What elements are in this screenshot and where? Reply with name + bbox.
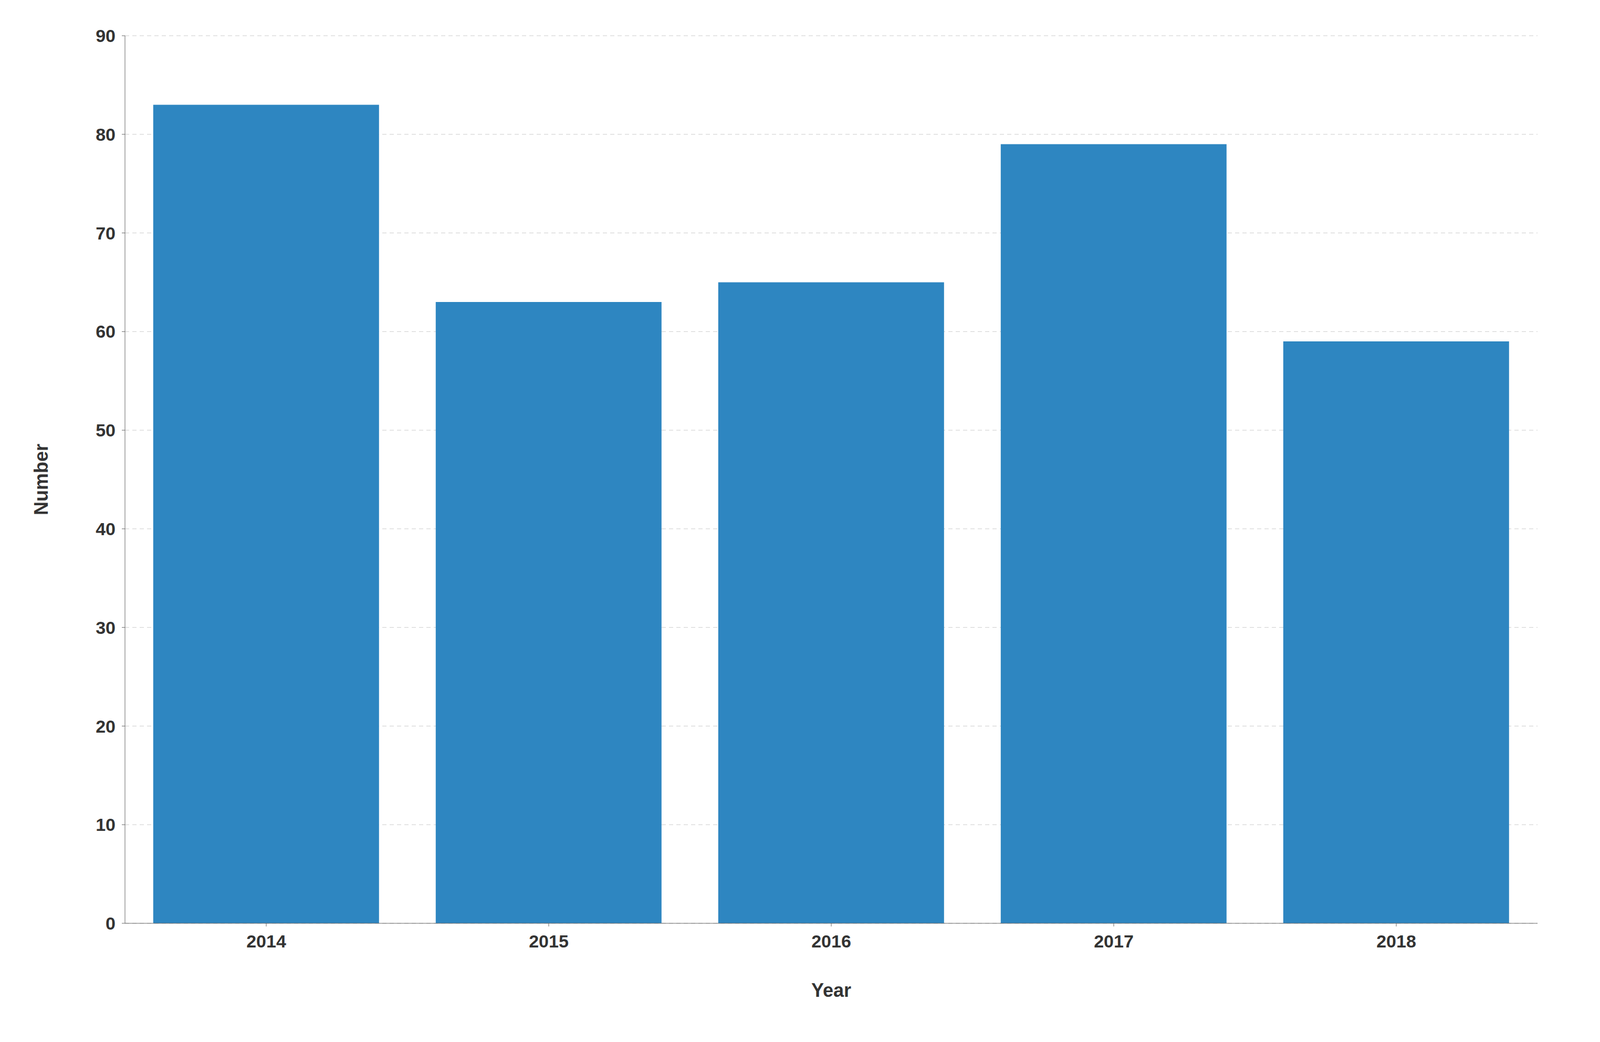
svg-text:2018: 2018 <box>1376 931 1417 951</box>
svg-text:40: 40 <box>95 518 116 539</box>
svg-text:0: 0 <box>105 913 116 934</box>
svg-text:60: 60 <box>95 321 116 342</box>
svg-text:2017: 2017 <box>1093 931 1134 951</box>
svg-text:30: 30 <box>95 617 116 638</box>
svg-text:50: 50 <box>95 420 116 441</box>
svg-text:Number: Number <box>30 443 52 516</box>
svg-text:70: 70 <box>95 223 116 244</box>
svg-text:20: 20 <box>95 716 116 737</box>
svg-text:90: 90 <box>95 25 116 46</box>
svg-text:Year: Year <box>811 979 852 1001</box>
svg-text:2015: 2015 <box>528 931 569 951</box>
svg-text:2016: 2016 <box>811 931 852 951</box>
svg-text:80: 80 <box>95 124 116 145</box>
svg-text:2014: 2014 <box>246 931 287 951</box>
svg-text:10: 10 <box>95 814 116 835</box>
